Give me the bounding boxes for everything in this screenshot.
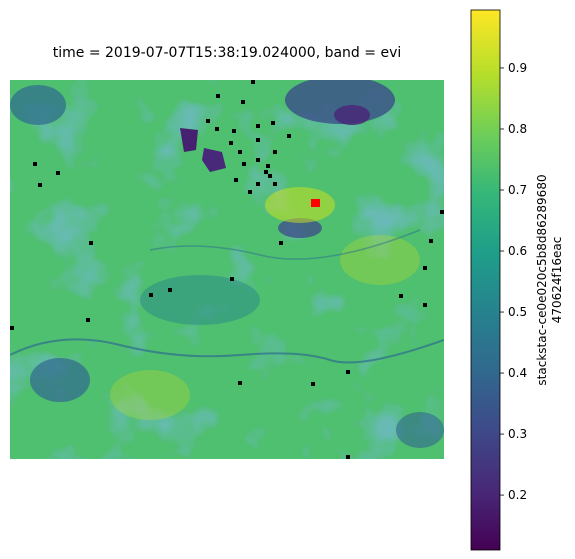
- colorbar-tick-label: 0.7: [508, 183, 527, 197]
- nodata-pixel: [440, 210, 444, 214]
- colorbar-tick-label: 0.3: [508, 427, 527, 441]
- low-region: [180, 128, 198, 152]
- nodata-pixel: [232, 129, 236, 133]
- nodata-pixel: [86, 318, 90, 322]
- nodata-pixel: [242, 162, 246, 166]
- highlight-pixel: [311, 199, 320, 207]
- chart-title: time = 2019-07-07T15:38:19.024000, band …: [53, 45, 402, 61]
- river-line: [149, 229, 421, 260]
- nodata-pixel: [399, 294, 403, 298]
- nodata-pixel: [346, 370, 350, 374]
- nodata-pixel: [241, 100, 245, 104]
- nodata-pixel: [215, 127, 219, 131]
- nodata-pixel: [56, 171, 60, 175]
- low-region: [30, 358, 90, 402]
- colorbar-tick-label: 0.5: [508, 305, 527, 319]
- nodata-pixel: [429, 239, 433, 243]
- nodata-pixel: [234, 178, 238, 182]
- nodata-pixel: [271, 121, 275, 125]
- nodata-pixel: [279, 241, 283, 245]
- low-region: [140, 275, 260, 325]
- colorbar-label-line2: 470624f16eac: [550, 237, 564, 324]
- low-region: [10, 85, 66, 125]
- nodata-pixel: [256, 182, 260, 186]
- nodata-pixel: [423, 303, 427, 307]
- low-region: [202, 148, 226, 172]
- colorbar: 0.2 0.3 0.4 0.5 0.6 0.7 0.8 0.9 stackstac-ce0e0…: [470, 9, 564, 551]
- nodata-pixels: [10, 80, 444, 459]
- low-region: [396, 412, 444, 448]
- colorbar-tick-label: 0.6: [508, 244, 527, 258]
- nodata-pixel: [238, 150, 242, 154]
- nodata-pixel: [256, 124, 260, 128]
- heatmap-texture-low: [10, 80, 444, 459]
- nodata-pixel: [168, 288, 172, 292]
- colorbar-label-line1: stackstac-ce0e020c5b8d86289680: [535, 174, 549, 385]
- nodata-pixel: [229, 141, 233, 145]
- nodata-pixel: [149, 293, 153, 297]
- nodata-pixel: [238, 381, 242, 385]
- nodata-pixel: [89, 241, 93, 245]
- nodata-pixel: [423, 266, 427, 270]
- heatmap-image: [10, 80, 444, 459]
- high-region: [340, 235, 420, 285]
- colorbar-tick-label: 0.8: [508, 122, 527, 136]
- nodata-pixel: [230, 277, 234, 281]
- nodata-pixel: [311, 382, 315, 386]
- nodata-pixel: [256, 138, 260, 142]
- high-region: [110, 370, 190, 420]
- nodata-pixel: [10, 326, 14, 330]
- nodata-pixel: [287, 134, 291, 138]
- colorbar-tick-label: 0.9: [508, 61, 527, 75]
- low-region: [278, 218, 322, 238]
- nodata-pixel: [256, 158, 260, 162]
- nodata-pixel: [273, 182, 277, 186]
- nodata-pixel: [266, 164, 270, 168]
- river-line: [10, 338, 444, 364]
- nodata-pixel: [206, 119, 210, 123]
- colorbar-tick-label: 0.4: [508, 366, 527, 380]
- low-region: [334, 105, 370, 125]
- nodata-pixel: [216, 94, 220, 98]
- nodata-pixel: [264, 170, 268, 174]
- nodata-pixel: [248, 190, 252, 194]
- colorbar-gradient: [471, 10, 500, 550]
- nodata-pixel: [251, 80, 255, 84]
- nodata-pixel: [346, 455, 350, 459]
- nodata-pixel: [38, 183, 42, 187]
- nodata-pixel: [273, 150, 277, 154]
- nodata-pixel: [268, 174, 272, 178]
- high-region: [265, 187, 335, 223]
- colorbar-ticks: 0.2 0.3 0.4 0.5 0.6 0.7 0.8 0.9: [500, 61, 527, 502]
- nodata-pixel: [33, 162, 37, 166]
- colorbar-frame: [470, 9, 501, 551]
- colorbar-tick-label: 0.2: [508, 488, 527, 502]
